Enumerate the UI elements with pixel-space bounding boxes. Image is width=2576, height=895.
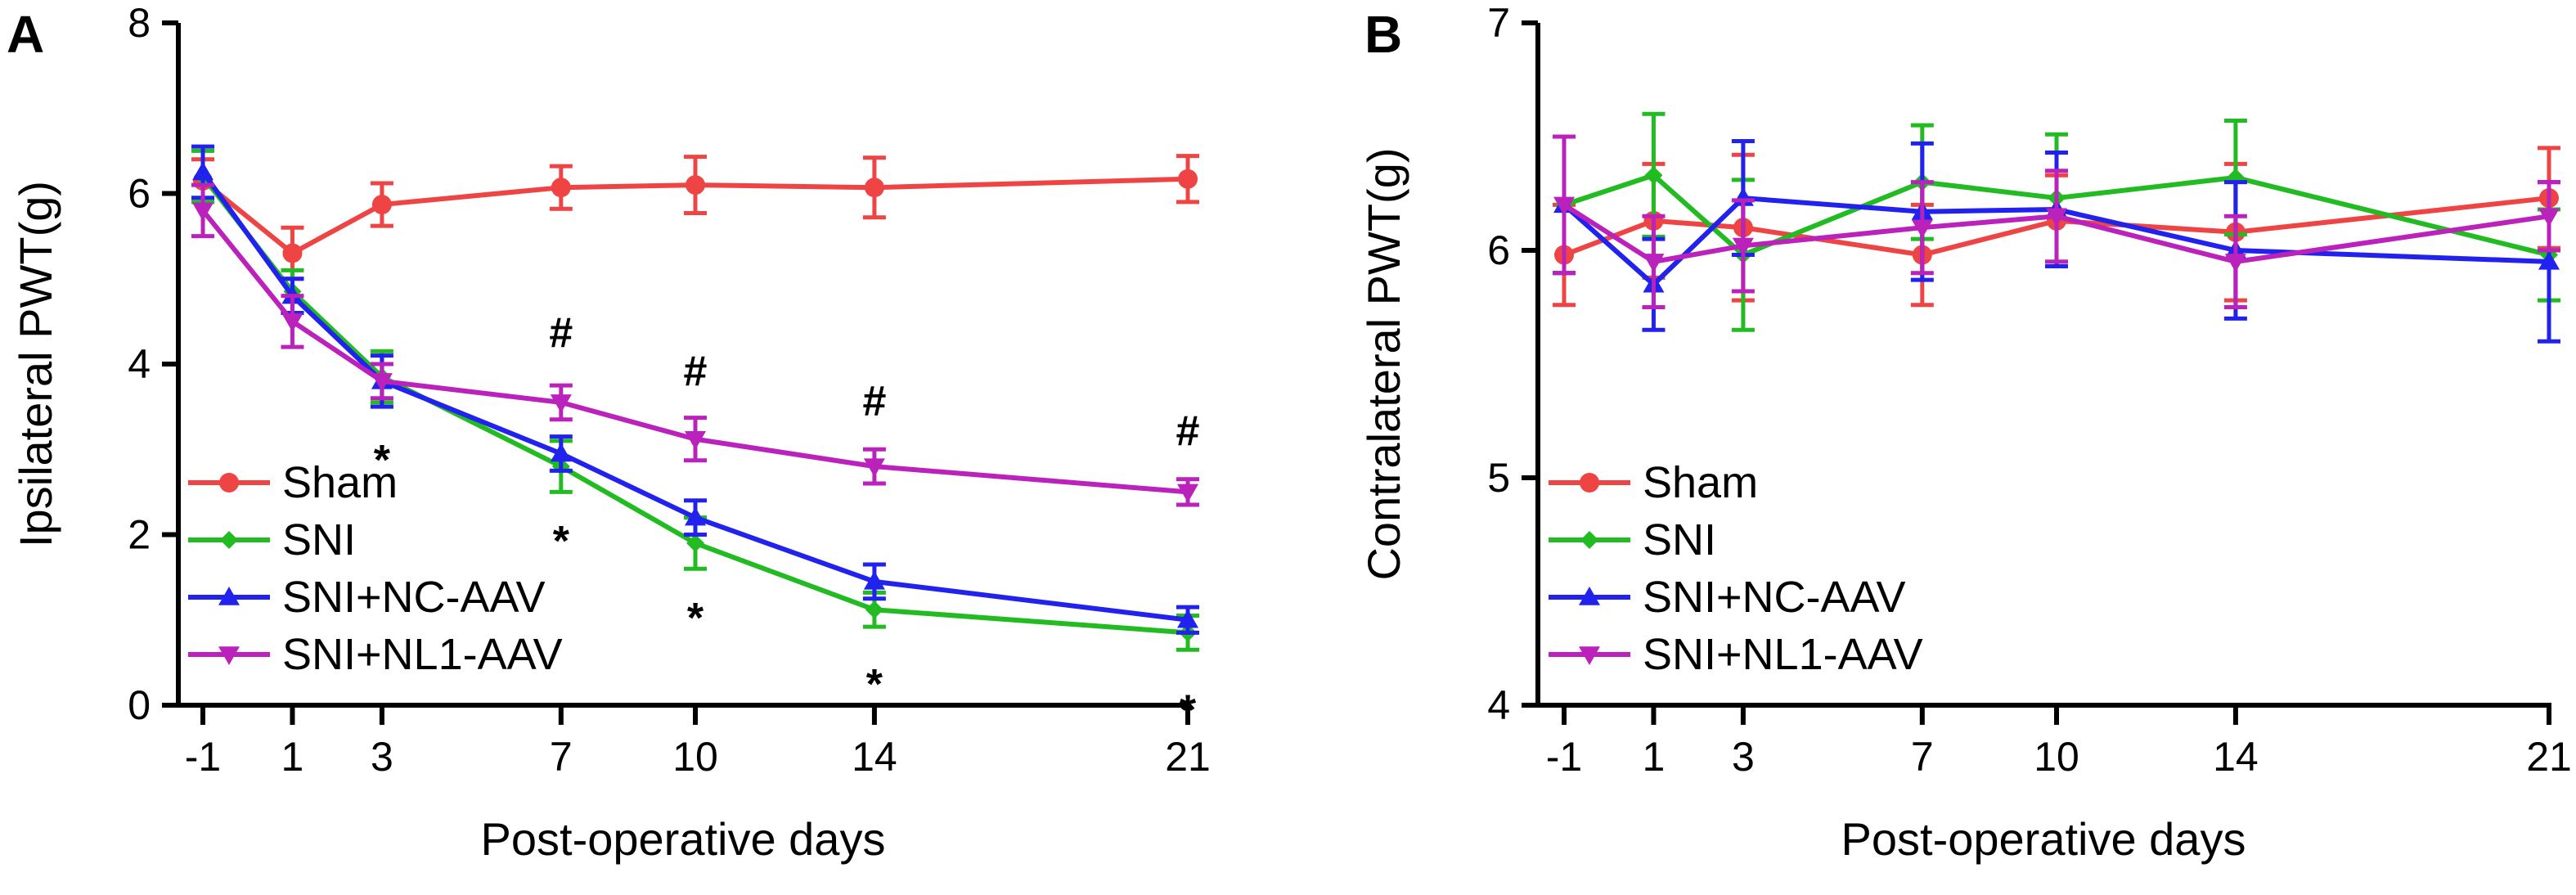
legend-marker — [1580, 531, 1598, 549]
data-point — [1178, 169, 1198, 189]
legend-item: SNI+NL1-AAV — [188, 630, 563, 679]
legend: Sham SNI SNI+NC-AAV SNI+NL1-AAV — [1549, 458, 1923, 679]
x-tick-label: 10 — [2034, 734, 2079, 780]
panel-label: A — [7, 5, 44, 64]
data-point — [1911, 219, 1933, 239]
x-tick-label: 1 — [281, 734, 304, 780]
data-point — [192, 161, 214, 181]
significance-hash: # — [549, 309, 573, 357]
legend-marker — [218, 646, 240, 665]
data-point — [550, 443, 572, 462]
x-tick-label: 14 — [2213, 734, 2259, 780]
data-point — [1553, 196, 1575, 216]
y-tick-label: 7 — [1487, 0, 1510, 46]
panel-label: B — [1364, 5, 1402, 64]
data-point — [2046, 208, 2067, 227]
y-tick-label: 2 — [128, 512, 151, 558]
series-sni-nl1-aav — [1553, 134, 2560, 309]
x-axis-title: Post-operative days — [1841, 813, 2246, 865]
x-tick-label: 14 — [852, 734, 897, 780]
data-point — [1177, 609, 1198, 628]
data-point — [2538, 208, 2560, 227]
series-sham — [191, 154, 1199, 281]
data-point — [1177, 483, 1198, 503]
x-tick-label: 7 — [1911, 734, 1934, 780]
significance-star: * — [1180, 686, 1197, 734]
data-point — [2538, 250, 2560, 270]
data-point — [1643, 254, 1665, 272]
data-point — [550, 394, 572, 413]
y-tick-label: 4 — [1487, 682, 1510, 728]
panel-b: B 4 5 6 7 -1 1 3 7 10 14 21 Post-operative days Contr… — [1358, 0, 2572, 865]
x-axis-title: Post-operative days — [481, 813, 886, 865]
data-point — [282, 243, 303, 263]
legend-item: SNI+NL1-AAV — [1549, 630, 1923, 679]
data-point — [551, 178, 571, 198]
series-sni-nl1-aav — [191, 182, 1199, 507]
y-tick-label: 6 — [1487, 227, 1510, 273]
significance-star: * — [687, 595, 704, 642]
data-point — [1732, 237, 1754, 257]
legend-item: SNI — [1549, 515, 1716, 564]
significance-hash: # — [862, 378, 886, 425]
legend-marker — [1579, 587, 1600, 605]
x-tick-label: -1 — [185, 734, 221, 780]
legend-marker — [1579, 646, 1600, 665]
y-tick-label: 5 — [1487, 455, 1510, 501]
x-tick-label: 7 — [550, 734, 573, 780]
legend-label: Sham — [1643, 458, 1758, 507]
legend: Sham SNI SNI+NC-AAV SNI+NL1-AAV — [188, 458, 563, 679]
data-point — [1644, 166, 1663, 185]
data-point — [685, 506, 706, 526]
data-point — [281, 313, 303, 332]
x-tick-label: 1 — [1643, 734, 1666, 780]
data-point — [863, 570, 885, 590]
data-point — [865, 600, 883, 619]
significance-hash: # — [1176, 407, 1200, 455]
legend-label: SNI+NC-AAV — [282, 573, 546, 622]
y-axis-title: Contralateral PWT(g) — [1358, 147, 1409, 580]
legend-label: SNI+NL1-AAV — [1643, 630, 1923, 679]
legend-marker — [219, 473, 239, 492]
legend-marker — [1580, 473, 1599, 492]
legend-item: Sham — [1549, 458, 1758, 507]
significance-star: * — [553, 518, 570, 565]
y-tick-label: 4 — [128, 341, 151, 387]
x-tick-label: 21 — [2526, 734, 2572, 780]
legend-item: SNI+NC-AAV — [188, 573, 546, 622]
legend-marker — [218, 587, 240, 605]
data-point — [192, 202, 214, 222]
legend-item: SNI+NC-AAV — [1549, 573, 1906, 622]
significance-star: * — [374, 437, 391, 484]
y-tick-label: 6 — [128, 171, 151, 217]
significance-star: * — [866, 661, 883, 708]
legend-label: SNI+NL1-AAV — [282, 630, 563, 679]
x-tick-label: 3 — [371, 734, 393, 780]
panel-a: A 0 2 4 6 8 -1 1 3 7 10 14 21 Post-operative days Ipsi… — [7, 0, 1211, 865]
legend-item: Sham — [188, 458, 398, 507]
data-point — [686, 175, 705, 196]
legend-label: SNI+NC-AAV — [1643, 573, 1906, 622]
legend-item: SNI — [188, 515, 356, 564]
legend-label: SNI — [282, 515, 356, 564]
x-tick-label: 3 — [1732, 734, 1755, 780]
data-point — [685, 430, 706, 450]
data-point — [371, 373, 393, 392]
legend-label: SNI — [1643, 515, 1716, 564]
legend-label: Sham — [282, 458, 398, 507]
data-point — [686, 533, 704, 552]
y-tick-label: 8 — [128, 0, 151, 46]
y-tick-label: 0 — [128, 682, 151, 728]
x-tick-label: 21 — [1165, 734, 1211, 780]
x-tick-label: 10 — [672, 734, 718, 780]
data-point — [2224, 254, 2246, 272]
x-tick-label: -1 — [1546, 734, 1582, 780]
data-point — [864, 178, 884, 198]
y-axis-title: Ipsilateral PWT(g) — [10, 181, 61, 547]
data-point — [371, 195, 392, 215]
data-point — [863, 458, 885, 478]
significance-hash: # — [684, 348, 708, 395]
legend-marker — [220, 531, 238, 549]
